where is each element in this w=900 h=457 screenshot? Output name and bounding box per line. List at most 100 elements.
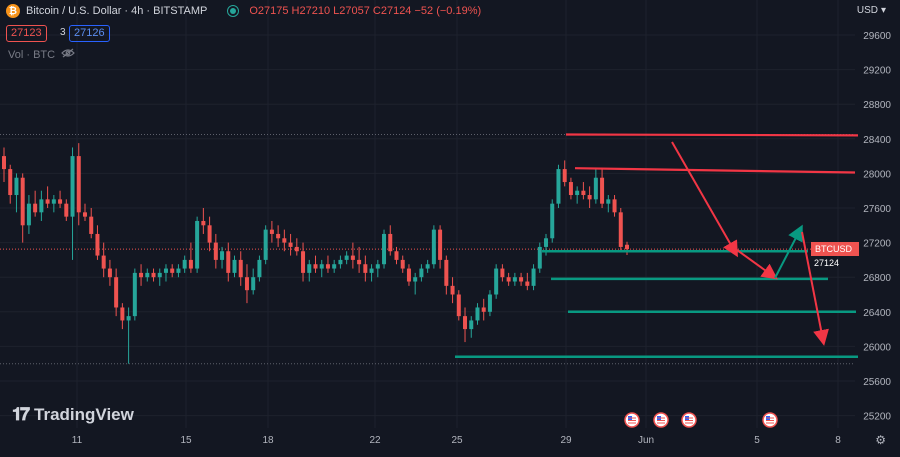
currency-selector[interactable]: USD ▾ bbox=[857, 5, 886, 16]
currency-label: USD bbox=[856, 5, 878, 16]
price-axis-tick: 26000 bbox=[863, 342, 891, 353]
candle-body bbox=[575, 190, 580, 196]
candle-body bbox=[618, 212, 623, 247]
candle-body bbox=[363, 264, 368, 273]
candle-body bbox=[475, 307, 480, 321]
projection-arrow bbox=[736, 249, 778, 280]
current-symbol: BTCUSD bbox=[815, 244, 853, 254]
candle-body bbox=[232, 259, 237, 273]
time-axis-tick: 5 bbox=[754, 435, 760, 446]
current-price: 27124 bbox=[814, 258, 840, 268]
candle-body bbox=[537, 246, 542, 269]
price-axis-tick: 28000 bbox=[863, 169, 891, 180]
resistance-line bbox=[574, 167, 856, 174]
market-status-icon[interactable] bbox=[227, 5, 240, 17]
candle-body bbox=[20, 177, 25, 226]
candle-body bbox=[8, 169, 13, 196]
volume-indicator-legend[interactable]: Vol · BTC bbox=[8, 48, 75, 61]
candle-body bbox=[39, 199, 44, 213]
candle-body bbox=[257, 259, 262, 278]
bitcoin-icon: ₿ bbox=[6, 4, 20, 18]
candle-body bbox=[182, 259, 187, 269]
candle-body bbox=[114, 277, 119, 308]
candle-body bbox=[238, 259, 243, 278]
chevron-down-icon: ▾ bbox=[880, 5, 886, 16]
candle-body bbox=[120, 307, 125, 321]
candle-body bbox=[469, 320, 474, 330]
price-axis-tick: 29200 bbox=[863, 66, 891, 77]
time-axis-tick: 29 bbox=[560, 435, 572, 446]
candle-body bbox=[344, 255, 349, 260]
candle-body bbox=[388, 233, 393, 252]
candle-body bbox=[400, 259, 405, 269]
gear-icon[interactable]: ⚙ bbox=[875, 433, 886, 447]
candle-body bbox=[394, 251, 399, 260]
candle-body bbox=[145, 272, 150, 278]
candle-body bbox=[500, 268, 505, 278]
candle-body bbox=[294, 246, 299, 252]
candle-body bbox=[170, 268, 175, 273]
candle-body bbox=[58, 199, 63, 204]
time-axis-tick: 25 bbox=[451, 435, 463, 446]
ask-price-button[interactable]: 27126 bbox=[69, 25, 110, 42]
logo-text: TradingView bbox=[34, 404, 134, 424]
current-price-label: BTCUSD 27124 bbox=[811, 242, 859, 268]
candle-body bbox=[406, 268, 411, 282]
candle-body bbox=[425, 264, 430, 269]
candle-body bbox=[332, 264, 337, 269]
candle-body bbox=[587, 195, 592, 200]
candle-body bbox=[357, 259, 362, 265]
candle-body bbox=[76, 156, 81, 213]
us-flag-event-icon[interactable] bbox=[762, 412, 778, 428]
candle-body bbox=[282, 238, 287, 243]
bid-price-button[interactable]: 27123 bbox=[6, 25, 47, 42]
us-flag-event-icon[interactable] bbox=[653, 412, 669, 428]
candle-body bbox=[319, 264, 324, 269]
candle-body bbox=[288, 242, 293, 247]
candle-body bbox=[413, 277, 418, 282]
candle-body bbox=[95, 233, 100, 256]
candle-body bbox=[481, 307, 486, 312]
price-axis-tick: 25200 bbox=[863, 412, 891, 423]
candle-body bbox=[45, 199, 50, 204]
candle-body bbox=[313, 264, 318, 269]
candle-body bbox=[369, 268, 374, 273]
price-axis-tick: 26800 bbox=[863, 273, 891, 284]
candle-body bbox=[213, 242, 218, 260]
price-axis-tick: 26400 bbox=[863, 308, 891, 319]
candle-body bbox=[207, 225, 212, 243]
projection-arrow bbox=[671, 141, 738, 258]
candle-body bbox=[625, 244, 629, 250]
candle-body bbox=[531, 268, 536, 286]
candle-body bbox=[519, 277, 524, 282]
candle-body bbox=[151, 272, 156, 278]
candle-body bbox=[438, 229, 443, 260]
candle-body bbox=[220, 251, 225, 260]
candle-body bbox=[512, 277, 517, 282]
projection-arrow bbox=[774, 224, 803, 279]
time-axis-tick: 22 bbox=[369, 435, 381, 446]
time-axis-tick: 11 bbox=[72, 435, 83, 446]
tradingview-logo-icon: 𝟏𝟕 bbox=[12, 404, 30, 424]
candle-body bbox=[176, 268, 181, 273]
candle-body bbox=[325, 264, 330, 269]
candle-body bbox=[456, 294, 461, 317]
time-axis-tick: 8 bbox=[835, 435, 841, 446]
candle-body bbox=[101, 255, 106, 269]
candle-body bbox=[139, 272, 144, 278]
us-flag-event-icon[interactable] bbox=[624, 412, 640, 428]
candle-body bbox=[525, 281, 530, 286]
candle-body bbox=[64, 203, 69, 217]
us-flag-event-icon[interactable] bbox=[681, 412, 697, 428]
candle-body bbox=[107, 268, 112, 278]
symbol-title[interactable]: Bitcoin / U.S. Dollar · 4h · BITSTAMP bbox=[26, 5, 208, 17]
candle-body bbox=[244, 277, 249, 291]
candle-body bbox=[556, 169, 561, 204]
candle-body bbox=[544, 238, 549, 247]
candle-body bbox=[550, 203, 555, 239]
candle-body bbox=[89, 216, 94, 234]
eye-off-icon[interactable] bbox=[61, 48, 75, 61]
candle-body bbox=[375, 264, 380, 269]
